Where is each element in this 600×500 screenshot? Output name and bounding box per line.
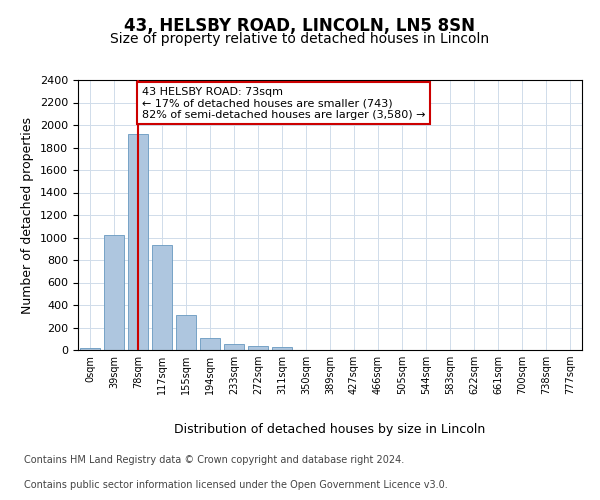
Bar [104, 236, 124, 350]
Text: Contains HM Land Registry data © Crown copyright and database right 2024.: Contains HM Land Registry data © Crown c… [24, 455, 404, 465]
Text: Distribution of detached houses by size in Lincoln: Distribution of detached houses by size … [175, 422, 485, 436]
Bar [224, 344, 244, 350]
Bar [80, 348, 100, 350]
Bar [152, 246, 172, 350]
Bar [128, 134, 148, 350]
Text: Contains public sector information licensed under the Open Government Licence v3: Contains public sector information licen… [24, 480, 448, 490]
Bar [176, 314, 196, 350]
Text: Size of property relative to detached houses in Lincoln: Size of property relative to detached ho… [110, 32, 490, 46]
Bar [248, 346, 268, 350]
Bar [200, 338, 220, 350]
Bar [272, 347, 292, 350]
Y-axis label: Number of detached properties: Number of detached properties [22, 116, 34, 314]
Text: 43 HELSBY ROAD: 73sqm
← 17% of detached houses are smaller (743)
82% of semi-det: 43 HELSBY ROAD: 73sqm ← 17% of detached … [142, 87, 425, 120]
Text: 43, HELSBY ROAD, LINCOLN, LN5 8SN: 43, HELSBY ROAD, LINCOLN, LN5 8SN [125, 18, 476, 36]
